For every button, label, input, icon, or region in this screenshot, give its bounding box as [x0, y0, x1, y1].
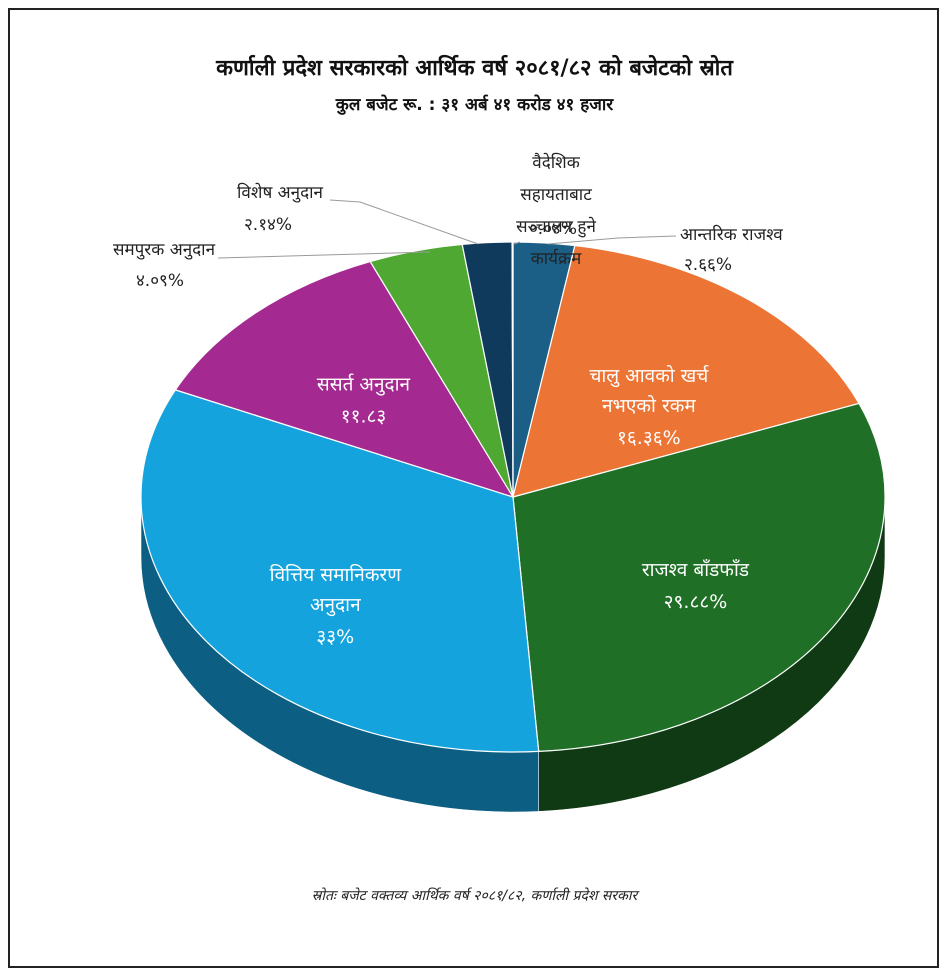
slice-label-1: नभएको रकम — [602, 394, 696, 417]
outside-value-5: ४.०९% — [136, 271, 184, 291]
slice-value-3: ३३% — [316, 626, 354, 648]
source-note: स्रोतः बजेट वक्तव्य आर्थिक वर्ष २०८१/८२,… — [311, 888, 638, 904]
pie-slice-7 — [511, 241, 514, 498]
outside-label-7: सहायताबाट — [520, 185, 592, 205]
outside-value-6: २.१४% — [244, 215, 292, 235]
outside-label-7: वैदेशिक — [532, 152, 580, 173]
outside-label-7: सञ्चालन हुने — [516, 216, 596, 238]
slice-value-4: ११.८३ — [341, 405, 387, 427]
slice-value-1: १६.३६% — [617, 427, 681, 449]
outside-label-0: आन्तरिक राजश्व — [680, 224, 783, 245]
leader-line — [547, 235, 677, 245]
outside-value-0: २.६६% — [684, 255, 732, 275]
outside-value-7: ०.०४% — [529, 219, 577, 239]
pie-slice-2 — [512, 402, 886, 753]
leader-line — [329, 199, 479, 245]
chart-subtitle: कुल बजेट रू. : ३१ अर्ब ४१ करोड ४१ हजार — [335, 95, 614, 115]
pie-slice-4 — [174, 260, 515, 499]
pie-labels: चालु आवको खर्च नभएको रकम १६.३६% राजश्व बाँड… — [113, 152, 783, 648]
slice-label-2: राजश्व बाँडफाँड — [642, 558, 750, 581]
chart-title: कर्णाली प्रदेश सरकारको आर्थिक वर्ष २०८१/… — [216, 56, 733, 81]
pie-slice-1 — [512, 244, 860, 498]
leader-line — [217, 251, 431, 259]
slice-label-4: ससर्त अनुदान — [317, 372, 411, 396]
leader-line — [513, 241, 521, 245]
pie-slice-3 — [140, 389, 540, 753]
slice-label-3: वित्तिय समानिकरण — [270, 563, 402, 586]
outside-label-7: कार्यक्रम — [531, 248, 582, 269]
outside-label-6: विशेष अनुदान — [237, 182, 323, 203]
pie-slices — [140, 241, 886, 753]
pie-chart: चालु आवको खर्च नभएको रकम १६.३६% राजश्व बाँड… — [113, 152, 886, 813]
slice-value-2: २९.८८% — [664, 591, 728, 613]
slice-label-3: अनुदान — [310, 594, 361, 617]
outside-label-5: समपुरक अनुदान — [113, 240, 216, 260]
slice-label-1: चालु आवको खर्च — [589, 364, 709, 388]
